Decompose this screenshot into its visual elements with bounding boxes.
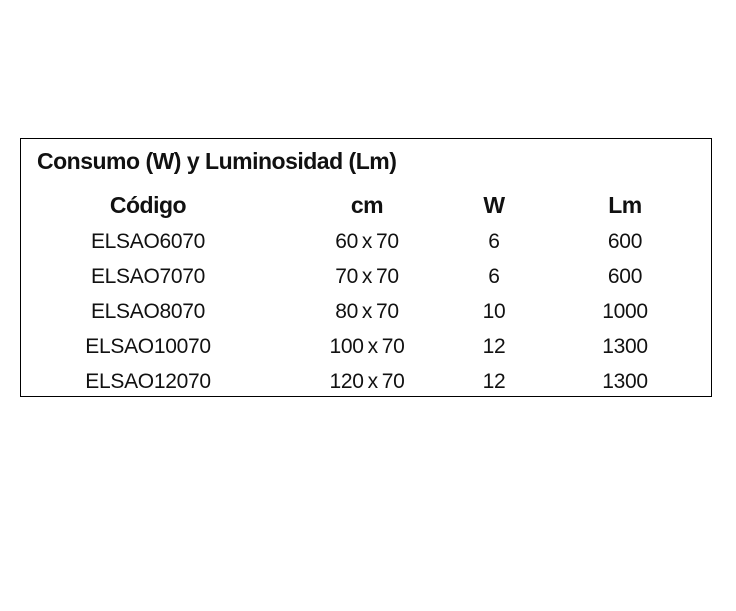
cell-w: 6 bbox=[488, 265, 500, 288]
cell-codigo: ELSAO6070 bbox=[90, 230, 206, 253]
cell-cm: 100 x 70 bbox=[329, 335, 405, 358]
header-cm: cm bbox=[350, 192, 384, 218]
table-row: ELSAO7070 70 x 70 6 600 bbox=[21, 266, 711, 290]
header-lm: Lm bbox=[608, 192, 642, 218]
cell-cm: 60 x 70 bbox=[335, 230, 399, 253]
cell-lm: 1300 bbox=[602, 335, 648, 358]
table-row: ELSAO6070 60 x 70 6 600 bbox=[21, 231, 711, 255]
cell-codigo: ELSAO12070 bbox=[85, 370, 211, 393]
cell-lm: 1300 bbox=[602, 370, 648, 393]
cell-lm: 1000 bbox=[602, 300, 648, 323]
cell-cm: 120 x 70 bbox=[329, 370, 405, 393]
cell-w: 10 bbox=[482, 300, 506, 323]
cell-cm: 80 x 70 bbox=[335, 300, 399, 323]
cell-cm: 70 x 70 bbox=[335, 265, 399, 288]
panel-title: Consumo (W) y Luminosidad (Lm) bbox=[37, 148, 397, 174]
cell-codigo: ELSAO8070 bbox=[90, 300, 206, 323]
cell-lm: 600 bbox=[607, 230, 643, 253]
header-w: W bbox=[483, 192, 505, 218]
cell-w: 12 bbox=[482, 335, 506, 358]
cell-codigo: ELSAO10070 bbox=[85, 335, 211, 358]
table-row: ELSAO12070 120 x 70 12 1300 bbox=[21, 371, 711, 395]
table-header-row: Código cm W Lm bbox=[21, 194, 711, 218]
table-row: ELSAO8070 80 x 70 10 1000 bbox=[21, 301, 711, 325]
consumption-luminosity-panel: Consumo (W) y Luminosidad (Lm) Código cm… bbox=[20, 138, 712, 397]
cell-lm: 600 bbox=[607, 265, 643, 288]
cell-codigo: ELSAO7070 bbox=[90, 265, 206, 288]
cell-w: 12 bbox=[482, 370, 506, 393]
cell-w: 6 bbox=[488, 230, 500, 253]
table-row: ELSAO10070 100 x 70 12 1300 bbox=[21, 336, 711, 360]
header-codigo: Código bbox=[109, 192, 187, 218]
